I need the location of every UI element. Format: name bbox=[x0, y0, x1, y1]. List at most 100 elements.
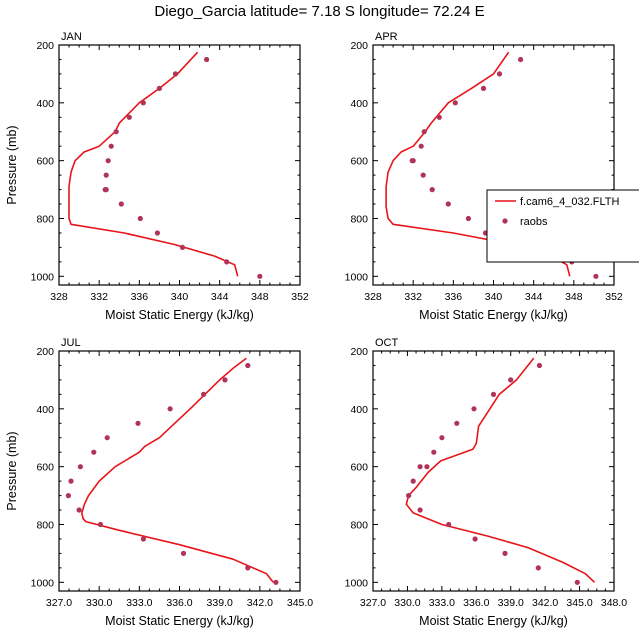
panel-jan: JAN 328 332 336 340 344 348 352 200 400 600 800 1000… bbox=[5, 31, 309, 322]
x-tick-label: 328 bbox=[50, 291, 68, 303]
raobs-point bbox=[97, 521, 104, 528]
raobs-point bbox=[77, 464, 83, 470]
raobs-point bbox=[140, 536, 146, 542]
y-tick-label: 1000 bbox=[345, 577, 369, 589]
y-tick-label: 200 bbox=[36, 346, 54, 358]
y-tick-label: 600 bbox=[36, 462, 54, 474]
raobs-point bbox=[91, 449, 97, 455]
raobs-point bbox=[201, 391, 207, 397]
y-tick-label: 800 bbox=[36, 519, 54, 531]
x-tick-label: 327.0 bbox=[360, 597, 386, 609]
raobs-point bbox=[535, 565, 541, 571]
raobs-point bbox=[65, 493, 71, 499]
x-tick-label: 333.0 bbox=[126, 597, 152, 609]
figure-title: Diego_Garcia latitude= 7.18 S longitude=… bbox=[154, 3, 485, 20]
x-tick-label: 348 bbox=[565, 291, 583, 303]
x-tick-label: 336.0 bbox=[166, 597, 192, 609]
raobs-point bbox=[424, 464, 430, 470]
x-tick-label: 348.0 bbox=[601, 597, 627, 609]
raobs-point bbox=[446, 521, 452, 528]
raobs-point bbox=[452, 100, 458, 106]
panel-label: OCT bbox=[375, 337, 399, 349]
x-tick-label: 345.0 bbox=[287, 597, 313, 609]
panel-apr: APR 328 332 336 340 344 348 352 200 400 600 800 1000… bbox=[345, 31, 623, 322]
x-tick-label: 330.0 bbox=[394, 597, 420, 609]
y-tick-label: 400 bbox=[36, 98, 54, 110]
x-tick-label: 327.0 bbox=[46, 597, 72, 609]
x-tick-label: 345.0 bbox=[566, 597, 592, 609]
raobs-point bbox=[204, 56, 210, 63]
raobs-point bbox=[154, 230, 160, 236]
raobs-point bbox=[137, 215, 143, 222]
x-tick-label: 352 bbox=[291, 291, 309, 303]
raobs-point bbox=[439, 435, 445, 441]
plot-frame bbox=[372, 350, 615, 592]
y-tick-label: 800 bbox=[36, 213, 54, 225]
model-profile-line bbox=[405, 357, 596, 583]
panel-jul: JUL 327.0 330.0 333.0 336.0 339.0 342.0 345.0 20… bbox=[5, 337, 313, 628]
raobs-point bbox=[245, 362, 251, 369]
raobs-point bbox=[103, 172, 109, 178]
raobs-point bbox=[417, 507, 423, 513]
y-tick-label: 600 bbox=[350, 156, 368, 168]
x-tick-label: 336.0 bbox=[463, 597, 489, 609]
y-tick-label: 800 bbox=[350, 213, 368, 225]
raobs-point bbox=[273, 579, 279, 585]
raobs-point bbox=[406, 493, 412, 499]
x-tick-label: 352 bbox=[605, 291, 623, 303]
raobs-point bbox=[480, 85, 487, 91]
x-tick-label: 339.0 bbox=[498, 597, 524, 609]
raobs-point bbox=[118, 201, 124, 207]
panel-oct: OCT 327.0 330.0 333.0 336.0 339.0 342.0 345.0 34… bbox=[345, 337, 628, 628]
x-tick-label: 330.0 bbox=[86, 597, 112, 609]
plot-frame bbox=[58, 350, 301, 592]
raobs-point bbox=[105, 158, 111, 164]
x-tick-label: 344 bbox=[525, 291, 543, 303]
y-axis-label: Pressure (mb) bbox=[5, 125, 19, 204]
raobs-point bbox=[490, 391, 497, 397]
y-tick-label: 200 bbox=[350, 346, 368, 358]
legend-box bbox=[486, 189, 639, 263]
x-tick-label: 344 bbox=[211, 291, 229, 303]
raobs-point bbox=[431, 449, 437, 455]
legend-label: raobs bbox=[520, 216, 548, 228]
raobs-point bbox=[113, 129, 119, 135]
panel-label: APR bbox=[375, 31, 398, 43]
x-axis-label: Moist Static Energy (kJ/kg) bbox=[105, 614, 254, 628]
raobs-point bbox=[536, 362, 543, 369]
x-axis-label: Moist Static Energy (kJ/kg) bbox=[105, 308, 254, 322]
y-tick-label: 400 bbox=[350, 404, 368, 416]
legend-marker-swatch bbox=[502, 218, 508, 224]
raobs-point bbox=[496, 71, 503, 77]
x-tick-label: 336 bbox=[445, 291, 463, 303]
plot-frame bbox=[58, 44, 301, 286]
raobs-point bbox=[508, 377, 514, 383]
y-tick-label: 800 bbox=[350, 519, 368, 531]
x-tick-label: 332 bbox=[90, 291, 108, 303]
raobs-point bbox=[418, 143, 424, 149]
x-tick-label: 328 bbox=[364, 291, 382, 303]
x-tick-label: 340 bbox=[485, 291, 503, 303]
panel-label: JAN bbox=[61, 31, 82, 43]
raobs-point bbox=[180, 550, 187, 557]
raobs-point bbox=[172, 71, 179, 77]
y-tick-label: 600 bbox=[350, 462, 368, 474]
raobs-point bbox=[222, 377, 228, 383]
raobs-point bbox=[104, 435, 110, 441]
raobs-point bbox=[429, 187, 435, 193]
raobs-point bbox=[140, 100, 146, 106]
raobs-point bbox=[410, 478, 416, 484]
x-tick-label: 340 bbox=[171, 291, 189, 303]
raobs-point bbox=[421, 129, 427, 135]
y-tick-label: 1000 bbox=[31, 577, 55, 589]
raobs-point bbox=[179, 244, 186, 250]
raobs-point bbox=[593, 273, 599, 279]
x-tick-label: 348 bbox=[251, 291, 269, 303]
x-tick-label: 342.0 bbox=[532, 597, 558, 609]
raobs-point bbox=[76, 507, 82, 513]
raobs-point bbox=[502, 550, 508, 557]
raobs-point bbox=[224, 259, 230, 265]
x-tick-label: 342.0 bbox=[247, 597, 273, 609]
raobs-point bbox=[465, 215, 471, 222]
